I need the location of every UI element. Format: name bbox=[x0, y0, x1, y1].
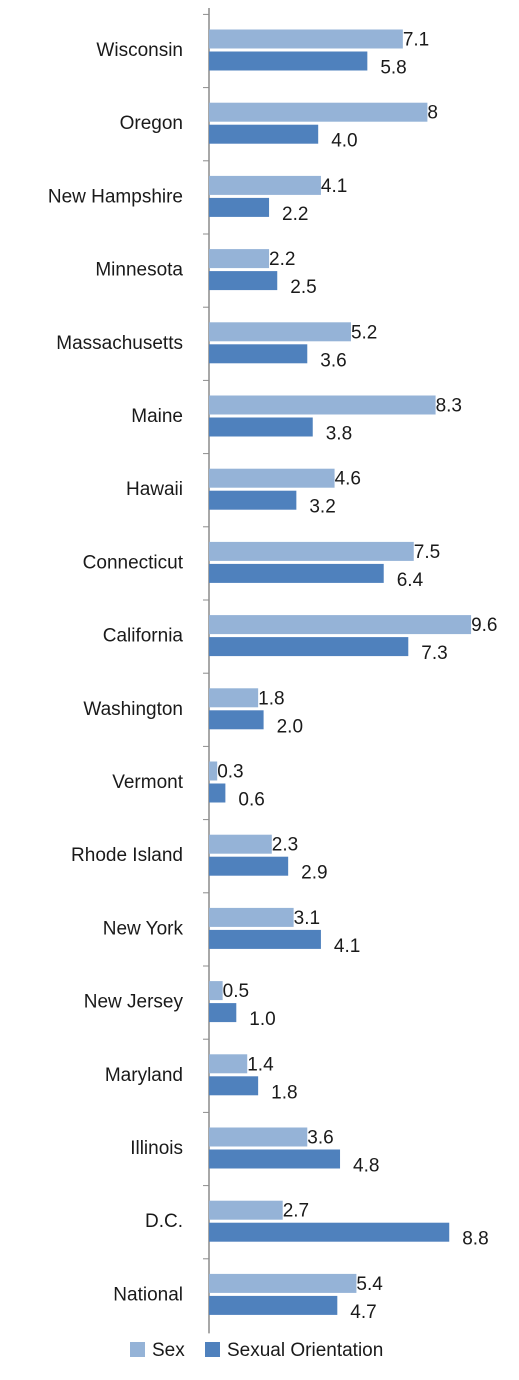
plot-area: Wisconsin 7.1 5.8 Oregon 8 4.0 New Hampshire 4.… bbox=[48, 8, 498, 1334]
bar-sex bbox=[209, 834, 272, 854]
bar-sexual-orientation bbox=[209, 1149, 341, 1169]
bar-sex bbox=[209, 1127, 308, 1147]
data-label: 2.9 bbox=[301, 863, 327, 884]
data-label: 7.5 bbox=[414, 542, 440, 563]
data-label: 4.8 bbox=[353, 1156, 379, 1177]
data-label: 1.4 bbox=[247, 1054, 274, 1075]
data-label: 0.5 bbox=[223, 981, 249, 1002]
bar-sexual-orientation bbox=[209, 1295, 338, 1315]
bar-sex bbox=[209, 615, 472, 635]
data-label: 4.7 bbox=[350, 1302, 376, 1323]
data-label: 7.3 bbox=[421, 643, 447, 664]
data-label: 7.1 bbox=[403, 30, 429, 51]
data-label: 4.6 bbox=[335, 469, 361, 490]
data-label: 2.2 bbox=[282, 204, 308, 225]
category-label: Hawaii bbox=[126, 479, 183, 500]
data-label: 3.8 bbox=[326, 424, 352, 445]
category-label: Rhode Island bbox=[71, 845, 183, 866]
data-label: 8.3 bbox=[436, 396, 462, 417]
data-label: 5.2 bbox=[351, 322, 377, 343]
category-label: Minnesota bbox=[95, 260, 183, 281]
data-label: 3.1 bbox=[294, 908, 320, 929]
category-label: California bbox=[103, 626, 184, 647]
data-label: 3.6 bbox=[320, 350, 346, 371]
data-label: 0.6 bbox=[238, 790, 264, 811]
bar-sex bbox=[209, 541, 414, 561]
legend: Sex Sexual Orientation bbox=[130, 1340, 383, 1361]
data-label: 3.2 bbox=[309, 497, 335, 518]
bar-sex bbox=[209, 1273, 357, 1293]
bar-sexual-orientation bbox=[209, 197, 270, 217]
data-label: 6.4 bbox=[397, 570, 424, 591]
bar-sex bbox=[209, 907, 294, 927]
bar-sex bbox=[209, 761, 218, 781]
bar-sex bbox=[209, 29, 403, 49]
category-label: National bbox=[113, 1284, 183, 1305]
bar-sexual-orientation bbox=[209, 929, 321, 949]
data-label: 2.3 bbox=[272, 835, 298, 856]
bar-sexual-orientation bbox=[209, 417, 313, 437]
category-label: Illinois bbox=[130, 1138, 183, 1159]
bar-sex bbox=[209, 981, 223, 1001]
bar-sex bbox=[209, 102, 428, 122]
bar-sex bbox=[209, 395, 436, 415]
legend-swatch-sex bbox=[130, 1342, 145, 1357]
data-label: 5.4 bbox=[356, 1274, 383, 1295]
category-label: New Jersey bbox=[84, 992, 184, 1013]
data-label: 2.5 bbox=[290, 277, 316, 298]
data-label: 8 bbox=[427, 103, 438, 124]
bar-sexual-orientation bbox=[209, 710, 264, 730]
bar-sexual-orientation bbox=[209, 490, 297, 510]
bar-sexual-orientation bbox=[209, 563, 384, 583]
bar-sex bbox=[209, 249, 270, 269]
bar-sex bbox=[209, 468, 335, 488]
data-label: 4.1 bbox=[321, 176, 347, 197]
bar-sexual-orientation bbox=[209, 124, 319, 144]
data-label: 1.0 bbox=[249, 1009, 275, 1030]
category-label: New York bbox=[103, 918, 184, 939]
bar-sexual-orientation bbox=[209, 1076, 259, 1096]
bar-sex bbox=[209, 1200, 283, 1220]
category-label: New Hampshire bbox=[48, 186, 183, 207]
bar-sex bbox=[209, 322, 351, 342]
category-label: Vermont bbox=[112, 772, 183, 793]
bar-sexual-orientation bbox=[209, 1003, 237, 1023]
data-label: 2.2 bbox=[269, 249, 295, 270]
category-label: Wisconsin bbox=[96, 40, 183, 61]
bar-sex bbox=[209, 688, 259, 708]
bar-sexual-orientation bbox=[209, 783, 226, 803]
data-label: 2.0 bbox=[277, 716, 303, 737]
data-label: 5.8 bbox=[380, 58, 406, 79]
bar-sex bbox=[209, 1054, 248, 1074]
data-label: 8.8 bbox=[462, 1229, 488, 1250]
category-label: Connecticut bbox=[83, 552, 184, 573]
category-label: Maryland bbox=[105, 1065, 183, 1086]
category-label: Massachusetts bbox=[56, 333, 183, 354]
data-label: 4.0 bbox=[331, 131, 357, 152]
bar-sex bbox=[209, 175, 321, 195]
bar-sexual-orientation bbox=[209, 856, 289, 876]
legend-label: Sexual Orientation bbox=[227, 1340, 383, 1361]
data-label: 1.8 bbox=[271, 1082, 297, 1103]
category-label: Oregon bbox=[120, 113, 183, 134]
data-label: 3.6 bbox=[307, 1128, 333, 1149]
bar-sexual-orientation bbox=[209, 344, 308, 364]
bar-sexual-orientation bbox=[209, 637, 409, 657]
legend-label: Sex bbox=[152, 1340, 185, 1361]
category-label: Washington bbox=[83, 699, 183, 720]
data-label: 0.3 bbox=[217, 762, 243, 783]
data-label: 1.8 bbox=[258, 688, 284, 709]
bar-sexual-orientation bbox=[209, 1222, 450, 1242]
data-label: 2.7 bbox=[283, 1201, 309, 1222]
legend-swatch-sexual-orientation bbox=[205, 1342, 220, 1357]
data-label: 4.1 bbox=[334, 936, 360, 957]
bar-sexual-orientation bbox=[209, 51, 368, 71]
data-label: 9.6 bbox=[471, 615, 497, 636]
category-label: D.C. bbox=[145, 1211, 183, 1232]
category-label: Maine bbox=[131, 406, 183, 427]
bar-sexual-orientation bbox=[209, 271, 278, 291]
